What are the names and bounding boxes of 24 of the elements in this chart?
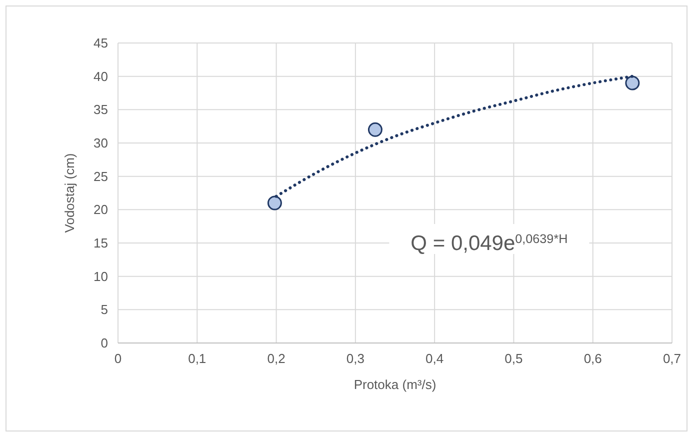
point: [625, 76, 640, 90]
point: [267, 196, 282, 210]
x-tick-label: 0,1: [188, 351, 206, 366]
x-tick-label: 0,2: [267, 351, 286, 366]
x-tick-label: 0: [114, 351, 122, 366]
y-tick-label: 20: [94, 202, 108, 218]
y-axis-title: Vodostaj (cm): [62, 153, 77, 233]
y-tick-label: 5: [100, 302, 108, 318]
point: [368, 122, 382, 137]
y-tick-label: 0: [100, 336, 108, 350]
y-tick-label: 15: [94, 236, 108, 250]
x-tick-label: 0,5: [504, 351, 523, 366]
x-tick-label: 0,3: [346, 351, 364, 366]
y-tick-label: 45: [94, 36, 108, 50]
annotation: Q = 0,049e$^{0,0639*H}$: [410, 232, 568, 255]
y-tick-label: 10: [94, 268, 108, 284]
x-tick-label: 0,6: [584, 351, 602, 366]
x-tick-label: 0,7: [662, 351, 682, 366]
y-tick-label: 30: [94, 136, 108, 150]
y-tick-label: 25: [94, 168, 108, 184]
y-tick-label: 35: [94, 102, 108, 118]
x-axis-title: Protoka (m³/s): [354, 377, 436, 392]
y-tick-label: 40: [94, 68, 108, 84]
x-tick-label: 0,4: [426, 351, 444, 366]
